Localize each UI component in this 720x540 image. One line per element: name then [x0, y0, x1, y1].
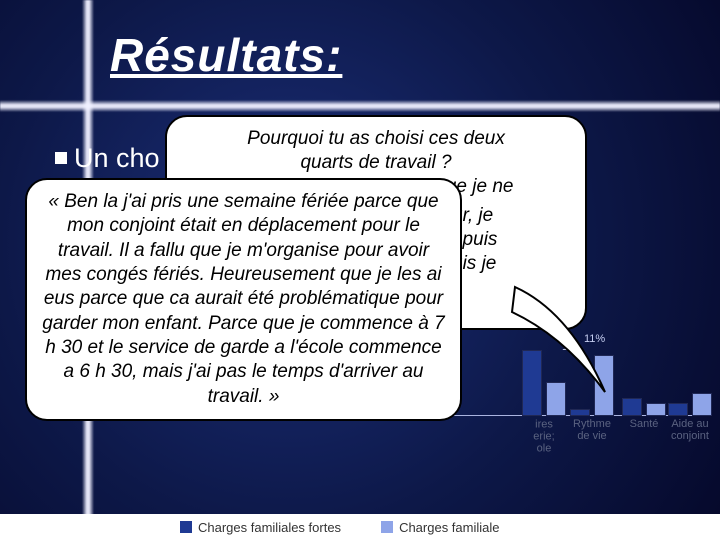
bullet-square-icon	[55, 152, 67, 164]
bar	[668, 403, 688, 416]
bar	[622, 398, 642, 416]
slide-title: Résultats:	[110, 28, 342, 82]
legend-swatch-icon	[180, 521, 192, 533]
legend-item: Charges familiale	[381, 520, 499, 535]
bullet-text-fragment: Un cho	[74, 143, 160, 174]
bar-category-label: Aide auconjoint	[655, 418, 720, 442]
legend-swatch-icon	[381, 521, 393, 533]
bar	[692, 393, 712, 416]
chart-legend: Charges familiales fortes Charges famili…	[0, 514, 720, 540]
bubble-front-text: « Ben la j'ai pris une semaine fériée pa…	[42, 191, 444, 407]
speech-bubble-front: « Ben la j'ai pris une semaine fériée pa…	[25, 178, 462, 421]
bar-group: Santé	[620, 398, 668, 416]
legend-label: Charges familiales fortes	[198, 520, 341, 535]
bubble-back-line: Pourquoi tu as choisi ces deux	[181, 127, 571, 151]
legend-item: Charges familiales fortes	[180, 520, 341, 535]
bar	[646, 403, 666, 416]
bubble-back-line: quarts de travail ?	[181, 151, 571, 175]
bubble-tail-icon	[510, 282, 620, 402]
slide: Résultats: Un cho ireserie;oleRythmede v…	[0, 0, 720, 540]
bar-group: Aide auconjoint	[666, 393, 714, 416]
horizontal-bar-deco	[0, 100, 720, 112]
legend-label: Charges familiale	[399, 520, 499, 535]
bar	[570, 409, 590, 416]
